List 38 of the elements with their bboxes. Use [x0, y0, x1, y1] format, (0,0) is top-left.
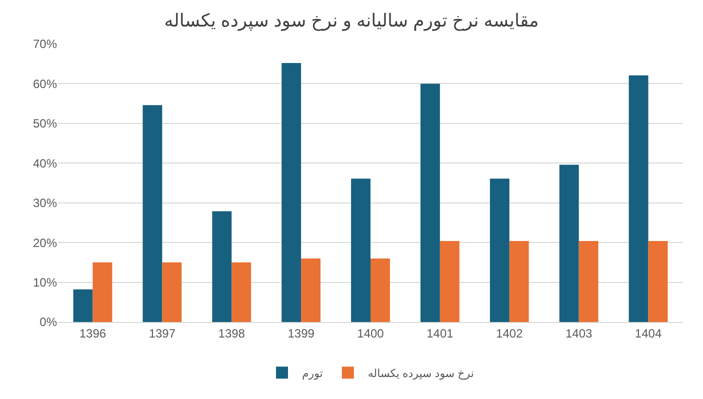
- bar: [628, 75, 648, 322]
- chart-title: مقایسه نرخ تورم سالیانه و نرخ سود سپرده یکساله: [164, 10, 539, 32]
- bar: [648, 240, 668, 322]
- x-tick-label: 1397: [148, 326, 176, 340]
- bar: [232, 262, 252, 322]
- bar: [440, 240, 460, 322]
- y-tick-label: 40%: [32, 156, 58, 170]
- bar: [420, 84, 440, 322]
- bar: [559, 164, 579, 322]
- y-tick-label: 10%: [32, 275, 58, 290]
- bar: [370, 258, 390, 322]
- x-tick-label: 1400: [357, 326, 384, 340]
- x-tick-label: 1402: [496, 326, 524, 340]
- y-tick-label: 20%: [32, 236, 58, 250]
- y-tick-label: 60%: [32, 76, 58, 91]
- bar: [301, 258, 320, 322]
- x-tick-label: 1401: [426, 326, 454, 340]
- x-tick-label: 1399: [288, 326, 315, 340]
- bar: [509, 240, 529, 322]
- bar: [212, 211, 232, 322]
- y-tick-label: 70%: [32, 37, 58, 52]
- bar: [282, 63, 302, 322]
- bar: [351, 178, 370, 322]
- x-tick-label: 1398: [218, 326, 246, 340]
- x-tick-label: 1403: [565, 326, 592, 340]
- y-tick-label: 50%: [32, 116, 58, 131]
- bar: [73, 289, 93, 322]
- legend-label: نرخ سود سپرده یکساله: [368, 368, 474, 380]
- y-tick-label: 30%: [32, 196, 58, 210]
- x-tick-label: 1404: [634, 326, 662, 340]
- x-tick-label: 1396: [79, 326, 106, 340]
- bar: [142, 105, 162, 322]
- bar: [490, 178, 510, 322]
- bar: [578, 240, 598, 322]
- y-tick-label: 0%: [40, 315, 58, 330]
- legend-label: تورم: [302, 368, 323, 380]
- bar: [162, 262, 182, 322]
- bar: [92, 262, 112, 322]
